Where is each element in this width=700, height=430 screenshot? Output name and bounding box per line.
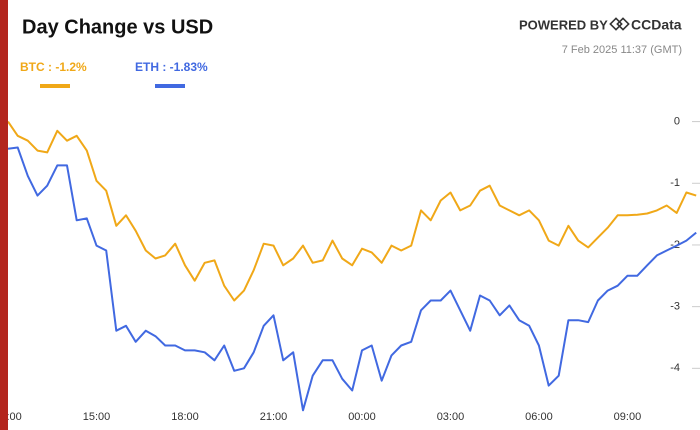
y-tick-label: 0 <box>674 115 680 127</box>
x-tick-label: 00:00 <box>348 411 376 423</box>
plot-area: 12:0015:0018:0021:0000:0003:0006:0009:00… <box>0 115 700 423</box>
x-tick-label: 03:00 <box>437 411 465 423</box>
y-tick-label: -2 <box>670 239 680 251</box>
timestamp: 7 Feb 2025 11:37 (GMT) <box>562 44 682 56</box>
chart-title: Day Change vs USD <box>22 16 213 38</box>
y-tick-label: -4 <box>670 362 680 374</box>
y-tick-label: -3 <box>670 301 680 313</box>
x-tick-label: 18:00 <box>171 411 199 423</box>
x-tick-label: 15:00 <box>83 411 111 423</box>
brand-logo <box>609 17 630 31</box>
line-series <box>7 121 697 302</box>
powered-by: POWERED BY <box>519 17 608 32</box>
y-tick-label: -1 <box>670 177 680 189</box>
legend-label: BTC : -1.2% <box>20 60 87 74</box>
side-bar <box>0 0 8 430</box>
x-tick-label: 09:00 <box>614 411 642 423</box>
line-series <box>7 146 697 412</box>
brand-name: CCData <box>631 17 682 33</box>
legend-label: ETH : -1.83% <box>135 60 208 74</box>
x-tick-label: 06:00 <box>525 411 553 423</box>
x-tick-label: 21:00 <box>260 411 288 423</box>
